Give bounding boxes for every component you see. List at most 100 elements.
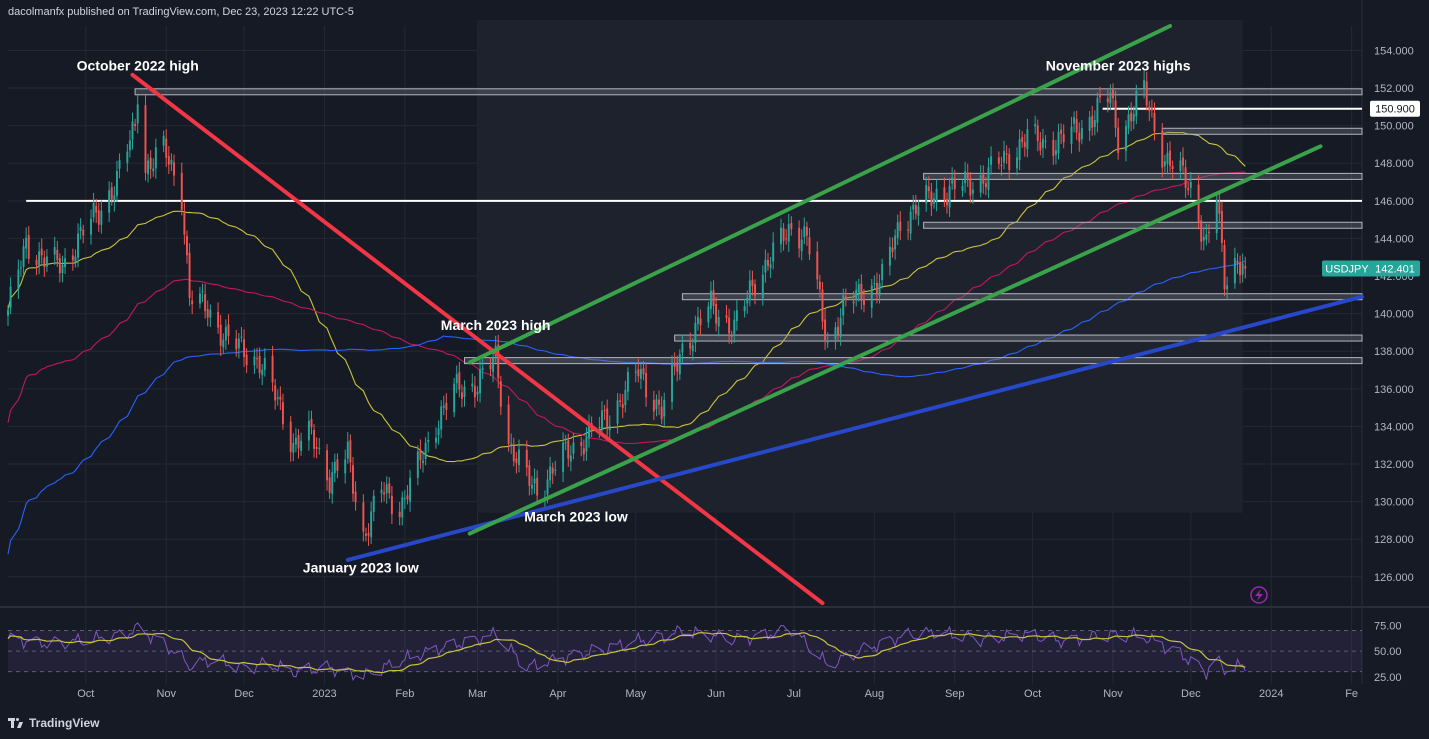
candle-body	[74, 256, 77, 262]
candle-body	[489, 365, 492, 370]
candle-body	[313, 429, 316, 449]
candle-body	[56, 249, 59, 261]
candle-body	[1005, 153, 1008, 155]
ma-50-line	[7, 131, 1246, 463]
time-tick-label: Oct	[77, 688, 94, 700]
candle-body	[894, 235, 897, 250]
candle-body	[1062, 134, 1065, 143]
candle-body	[549, 466, 552, 481]
candle-body	[1060, 129, 1063, 134]
candle-body	[787, 224, 790, 242]
candle-body	[95, 205, 98, 213]
channel-lower-trendline	[467, 144, 1323, 536]
candle-body	[990, 156, 993, 165]
candle-body	[307, 420, 310, 441]
candle-body	[730, 335, 733, 337]
price-tick-label: 148.000	[1374, 158, 1414, 170]
support-trendline	[345, 294, 1364, 562]
candle-body	[642, 368, 645, 375]
candle-body	[935, 188, 938, 202]
price-tick-label: 128.000	[1374, 534, 1414, 546]
candle-body	[564, 442, 567, 444]
candle-body	[533, 478, 536, 484]
candle-body	[442, 405, 445, 408]
candle-body	[1223, 244, 1226, 290]
candle-body	[263, 357, 266, 370]
time-tick-label: Fe	[1345, 688, 1358, 700]
candle-body	[881, 264, 884, 281]
candle-body	[676, 364, 679, 372]
candle-body	[453, 383, 456, 413]
tradingview-footer[interactable]: TradingView	[8, 716, 99, 730]
price-tick-label: 130.000	[1374, 497, 1414, 509]
candles	[7, 70, 1247, 546]
candle-body	[863, 299, 865, 305]
candle-body	[40, 248, 43, 256]
candle-body	[180, 172, 183, 210]
time-tick-label: 2024	[1259, 688, 1283, 700]
candle-body	[761, 274, 764, 299]
candle-body	[1034, 123, 1037, 127]
candle-body	[1018, 139, 1021, 161]
time-tick-label: Oct	[1024, 688, 1041, 700]
time-axis[interactable]: Oct Nov Dec 2023 Feb Mar Apr May Jun Jul Aug Sep Oct…	[77, 688, 1358, 700]
candle-body	[914, 204, 917, 214]
candle-body	[1184, 167, 1187, 188]
candle-body	[419, 449, 422, 461]
candle-body	[110, 187, 113, 200]
downtrend-trendline	[130, 72, 825, 606]
candle-body	[808, 237, 811, 255]
candle-body	[131, 121, 134, 140]
time-tick-label: Dec	[1181, 688, 1201, 700]
price-tick-label: 132.000	[1374, 459, 1414, 471]
candle-body	[201, 291, 204, 293]
candle-body	[237, 338, 240, 349]
candle-body	[816, 251, 819, 280]
candle-body	[256, 358, 258, 360]
time-tick-label: Mar	[468, 688, 487, 700]
candle-body	[1241, 263, 1244, 275]
rsi-tick-label: 50.00	[1374, 646, 1402, 658]
candle-body	[147, 160, 150, 175]
candle-body	[728, 317, 731, 334]
support-resistance-band	[681, 293, 1363, 301]
candle-body	[22, 246, 25, 267]
candle-body	[528, 465, 531, 486]
candle-body	[388, 483, 391, 494]
candle-body	[860, 283, 863, 301]
time-tick-label: Jul	[787, 688, 801, 700]
candle-body	[896, 222, 899, 239]
candle-body	[621, 404, 624, 408]
candle-body	[333, 461, 336, 474]
candle-body	[875, 282, 878, 294]
price-tick-label: 154.000	[1374, 45, 1414, 57]
candle-body	[873, 283, 876, 285]
candle-body	[35, 259, 38, 266]
candle-body	[43, 257, 46, 268]
candle-body	[1169, 150, 1172, 166]
candle-body	[818, 281, 821, 290]
lightning-icon[interactable]	[1250, 586, 1268, 604]
time-tick-label: Apr	[549, 688, 566, 700]
candle-body	[953, 178, 956, 190]
candle-body	[1054, 150, 1057, 155]
candle-body	[966, 173, 969, 179]
candle-body	[619, 400, 622, 402]
candle-body	[733, 319, 736, 334]
candle-body	[492, 357, 495, 372]
candle-body	[948, 186, 951, 208]
publisher-header: dacolmanfx published on TradingView.com,…	[8, 6, 354, 18]
price-axis[interactable]: 154.000 152.000 150.000 148.000 146.000 144.0…	[1374, 45, 1414, 683]
candle-body	[626, 372, 629, 392]
lightning-circle	[1250, 586, 1268, 604]
candle-body	[803, 226, 806, 238]
price-tick-label: 146.000	[1374, 196, 1414, 208]
candle-body	[253, 356, 256, 366]
candle-body	[274, 385, 277, 401]
candle-body	[310, 418, 313, 428]
candle-body	[964, 171, 967, 184]
candle-body	[844, 296, 847, 301]
candle-body	[767, 259, 769, 266]
candle-body	[1233, 258, 1236, 284]
